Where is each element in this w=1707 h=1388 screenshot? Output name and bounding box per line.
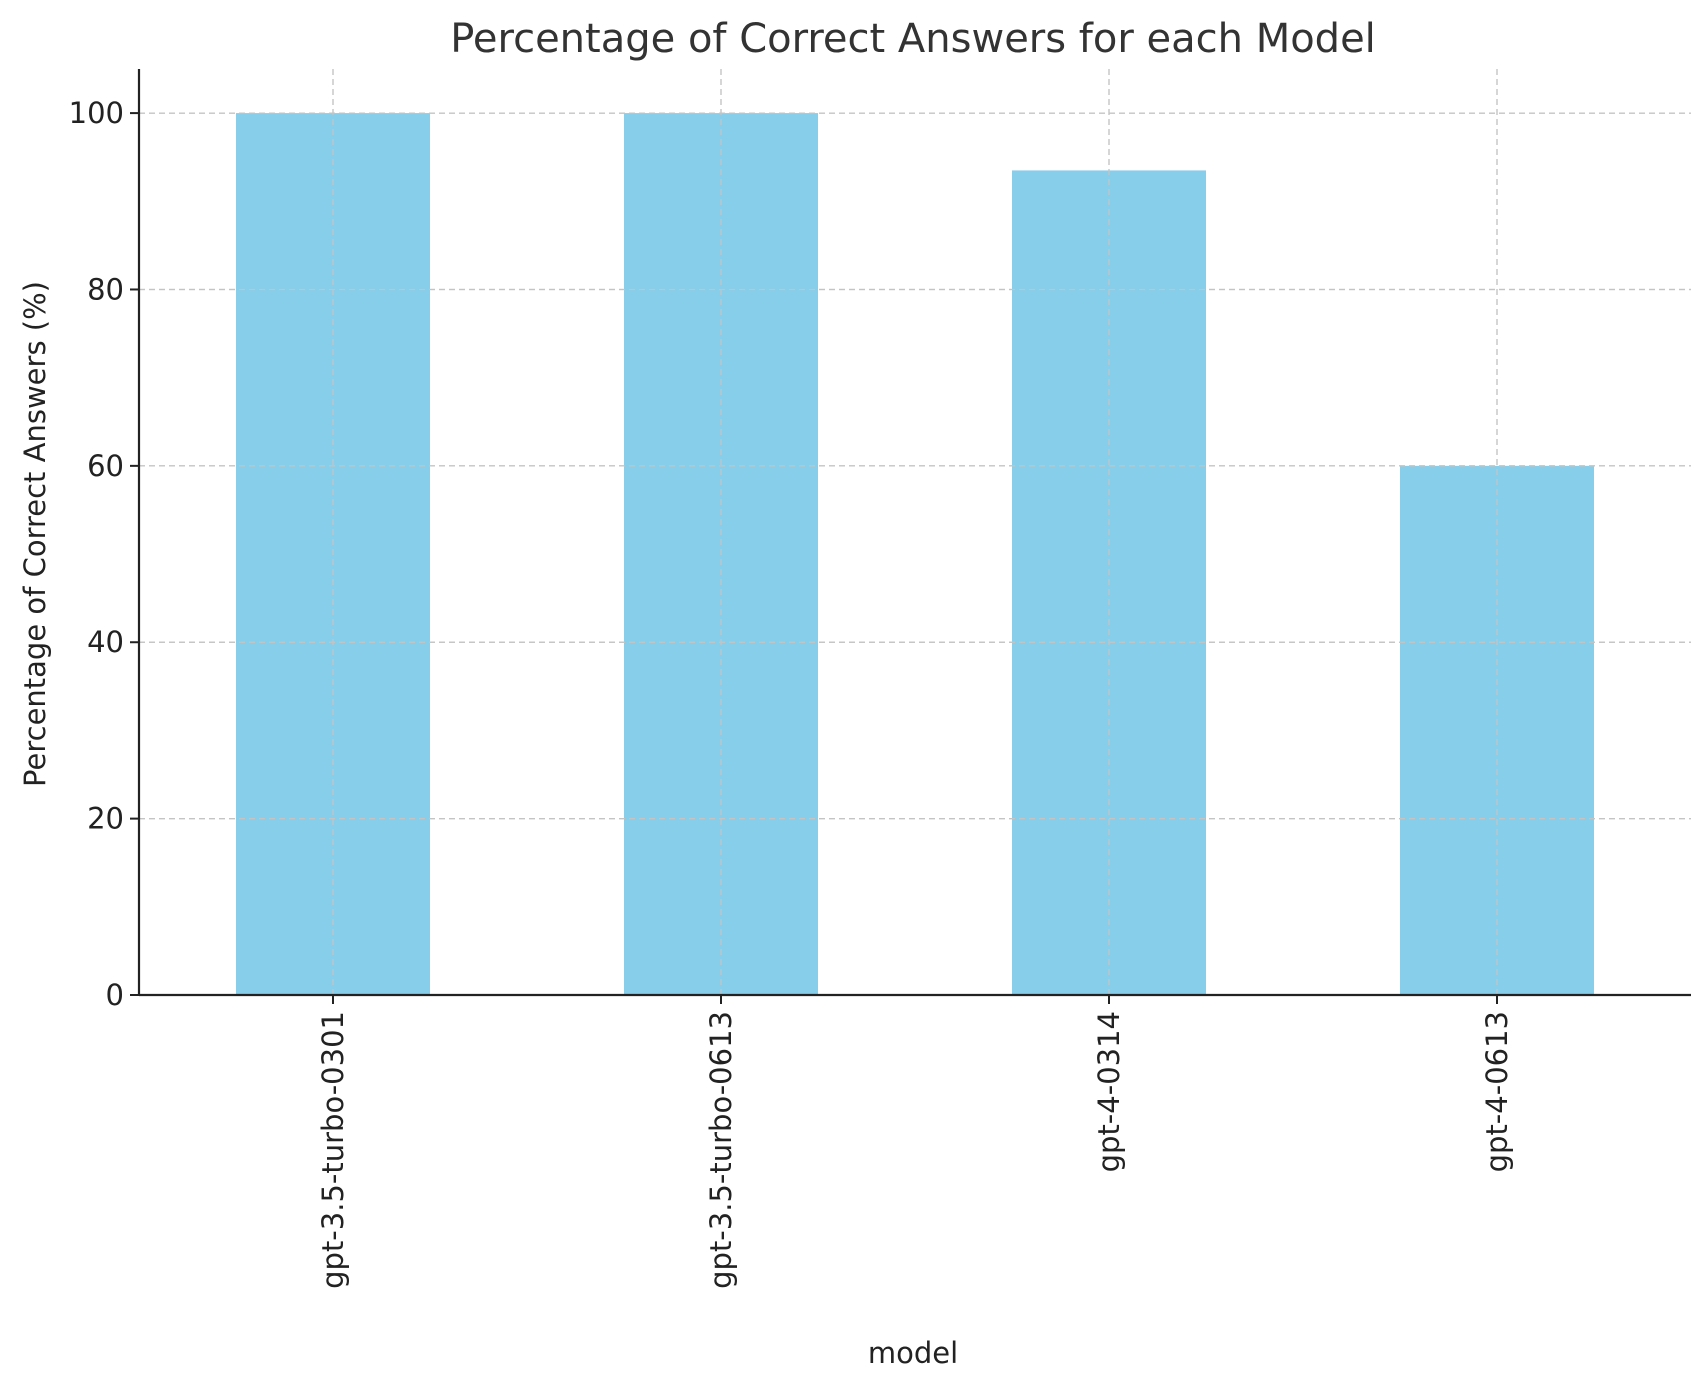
y-tick-label: 20 — [87, 802, 124, 836]
y-tick-label: 100 — [69, 96, 124, 130]
x-tick-label: gpt-3.5-turbo-0613 — [704, 1011, 738, 1289]
y-tick-label: 60 — [87, 449, 124, 483]
y-tick-label: 0 — [106, 978, 124, 1012]
x-ticks: gpt-3.5-turbo-0301 gpt-3.5-turbo-0613 gpt-… — [316, 995, 1514, 1289]
y-tick-label: 40 — [87, 625, 124, 659]
y-tick-label: 80 — [87, 272, 124, 306]
axes — [137, 69, 1691, 997]
y-axis-label: Percentage of Correct Answers (%) — [18, 281, 52, 787]
x-tick-label: gpt-4-0613 — [1480, 1011, 1514, 1172]
x-tick-label: gpt-4-0314 — [1092, 1011, 1126, 1172]
chart-title: Percentage of Correct Answers for each M… — [450, 16, 1376, 62]
y-ticks: 0 20 40 60 80 100 — [69, 96, 139, 1012]
x-axis-label: model — [868, 1336, 958, 1370]
x-tick-label: gpt-3.5-turbo-0301 — [316, 1011, 350, 1289]
bars — [139, 69, 1691, 996]
